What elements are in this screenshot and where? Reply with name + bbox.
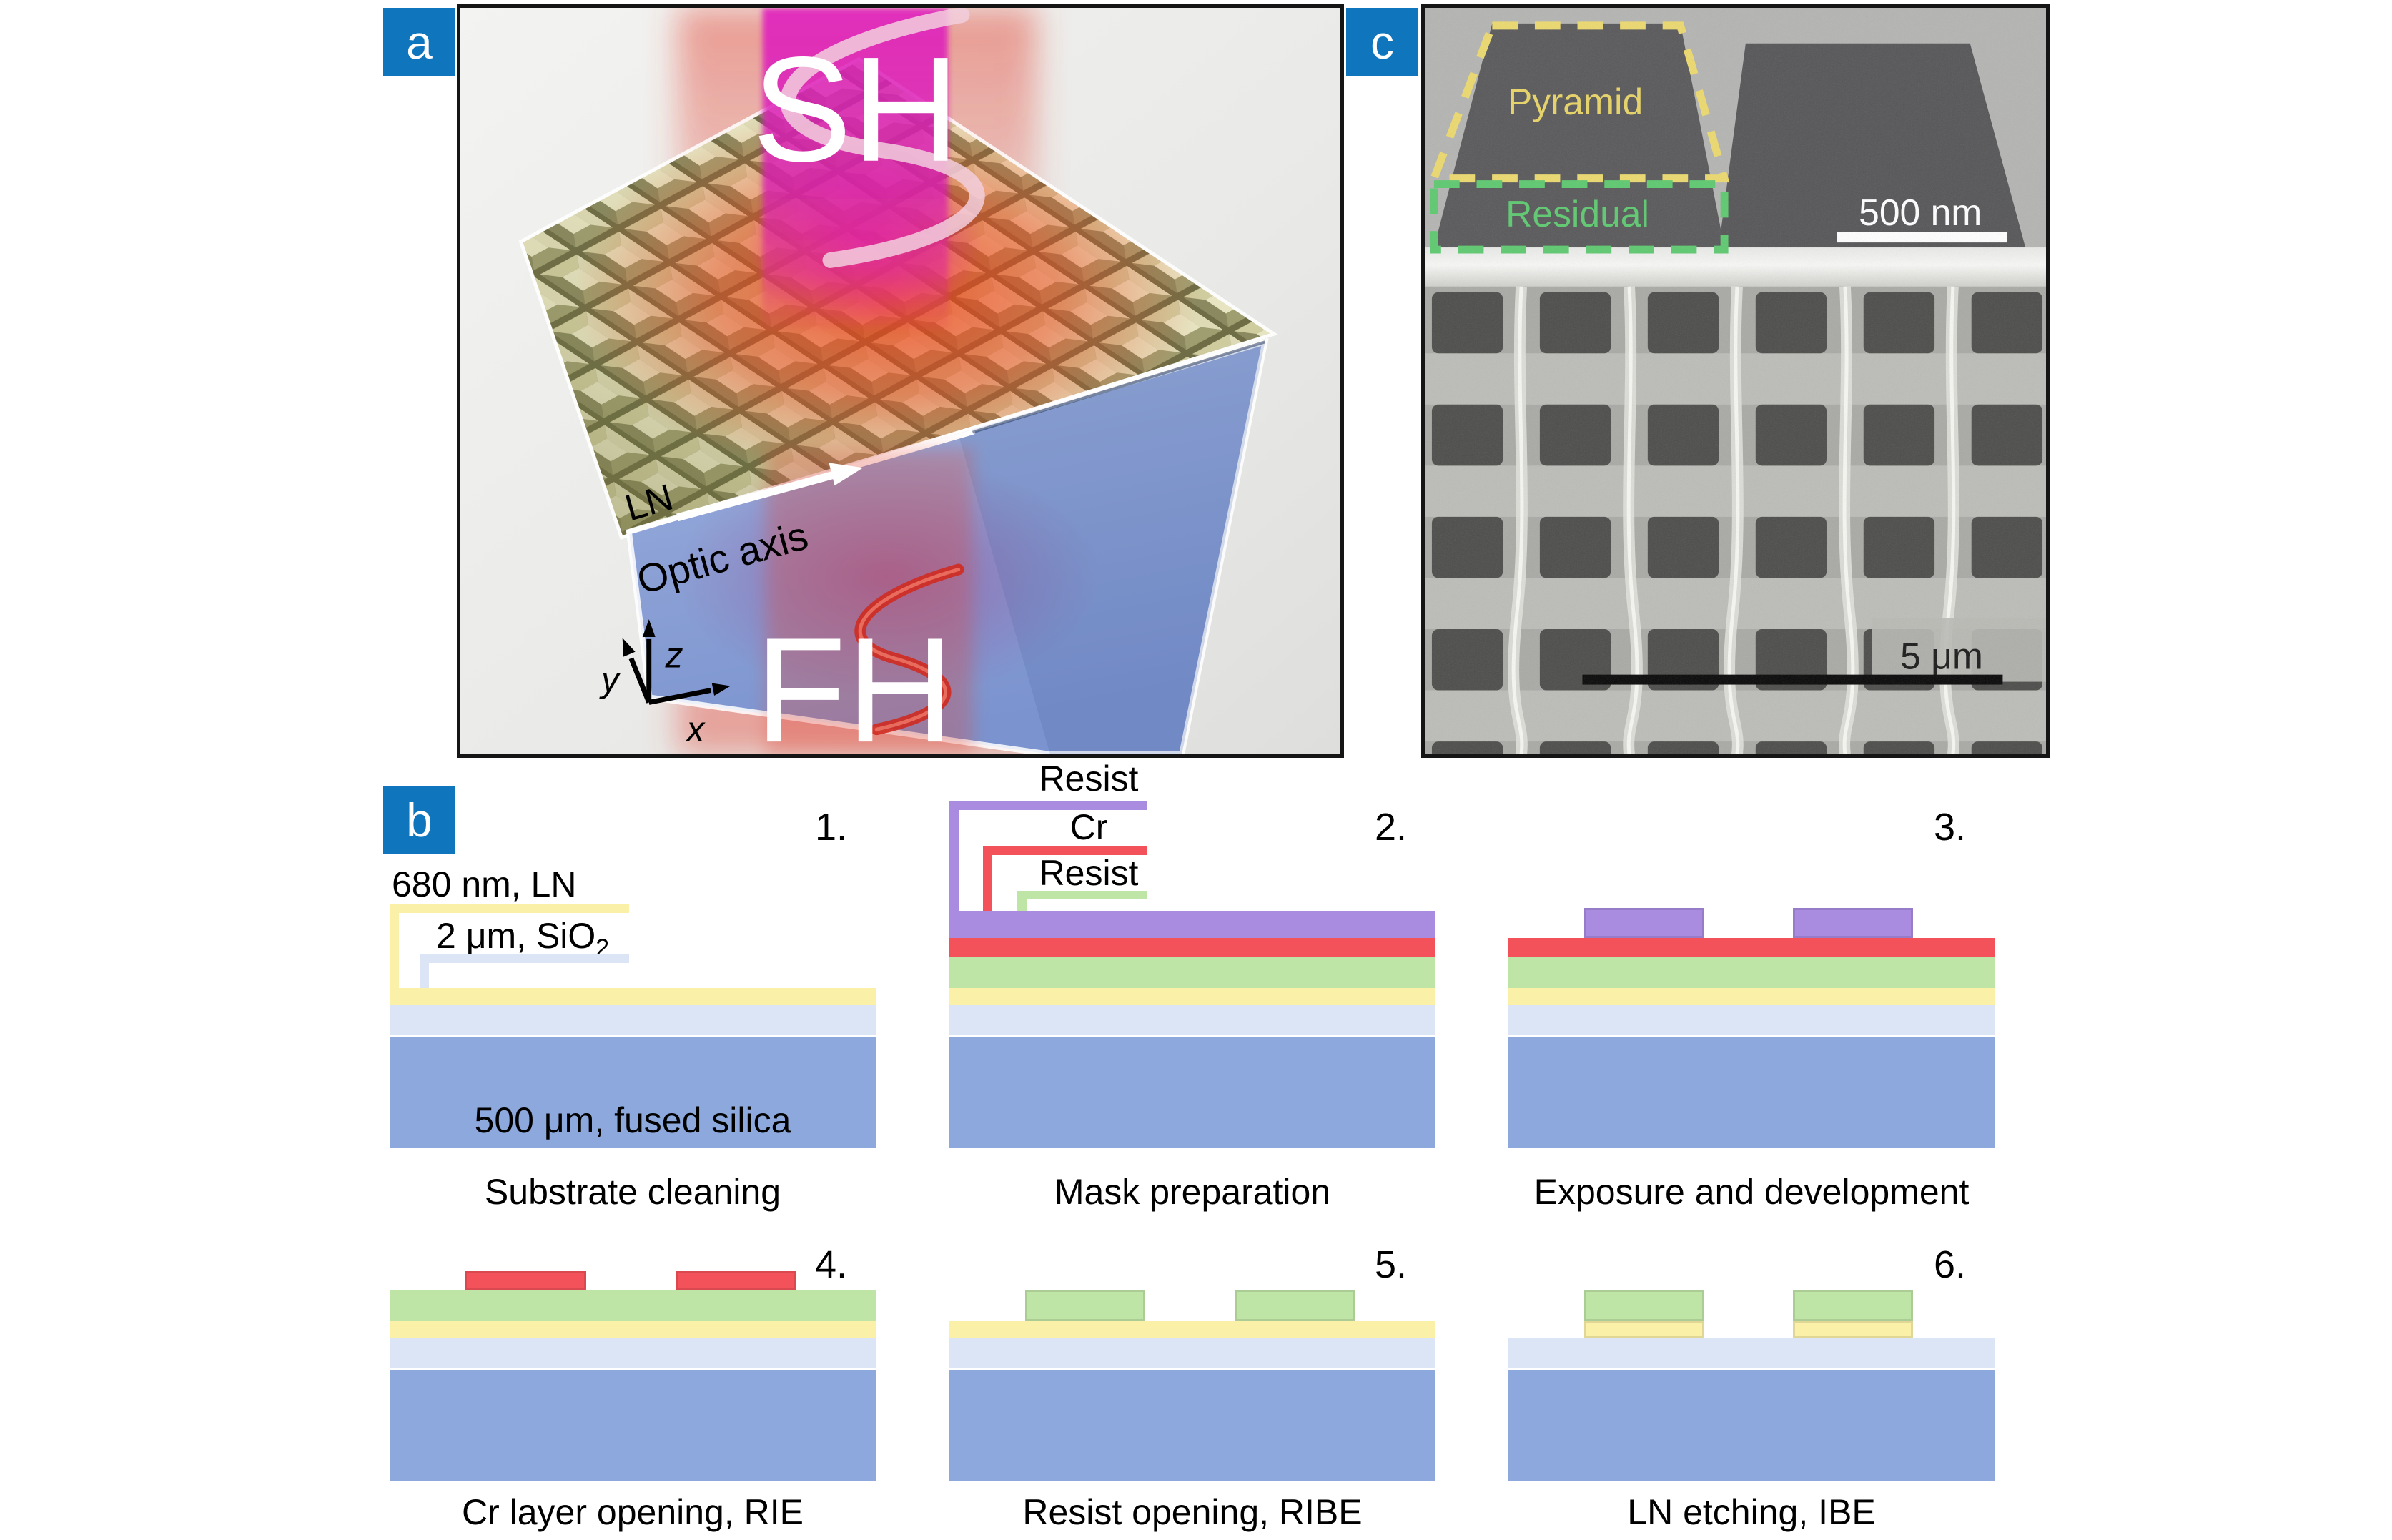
- sh-beam: [762, 8, 948, 330]
- step-caption: Resist opening, RIBE: [1022, 1492, 1363, 1532]
- fused-silica-layer: [1508, 1037, 1995, 1148]
- cr-block: [465, 1271, 586, 1290]
- resist-block: [1584, 908, 1704, 938]
- resist-bottom-callout-bar: [1017, 891, 1147, 899]
- ln-top-edge-shadow: [972, 340, 1266, 434]
- resist-block: [1584, 1290, 1704, 1321]
- sio2-layer: [1508, 1005, 1995, 1035]
- resist-bottom-layer: [390, 1290, 876, 1321]
- fused-silica-layer: [390, 1370, 876, 1481]
- ln-block: [1584, 1321, 1704, 1338]
- fused-silica-label: 500 μm, fused silica: [474, 1100, 791, 1140]
- resist-top-layer: [949, 911, 1435, 938]
- sem-micrograph: Pyramid Residual 500 nm: [1425, 8, 2046, 754]
- sio2-layer: [390, 1338, 876, 1368]
- step-number: 6.: [1933, 1243, 1966, 1286]
- step-caption: Mask preparation: [1054, 1172, 1331, 1212]
- cr-label: Cr: [1069, 807, 1108, 847]
- cr-layer: [949, 938, 1435, 957]
- fh-spiral-highlight: [859, 568, 961, 731]
- ln-layer: [949, 1321, 1435, 1338]
- step-number: 1.: [814, 806, 847, 849]
- panel-c-label: c: [1346, 8, 1418, 76]
- panel-b-label: b: [383, 786, 455, 854]
- ln-thickness-label: 680 nm, LN: [392, 864, 577, 904]
- fused-silica-layer: [949, 1370, 1435, 1481]
- ln-callout-bar: [390, 904, 629, 913]
- sio2-label-text: 2 μm, SiO: [436, 916, 596, 956]
- fh-label: FH: [755, 607, 954, 754]
- resist-top-callout-bar: [949, 801, 1147, 810]
- sio2-layer: [949, 1005, 1435, 1035]
- sio2-layer: [1508, 1338, 1995, 1368]
- sio2-layer: [390, 1005, 876, 1035]
- step-number: 5.: [1374, 1243, 1407, 1286]
- ln-callout-arm: [390, 909, 399, 994]
- ln-layer: [949, 988, 1435, 1005]
- fused-silica-layer: [949, 1037, 1435, 1148]
- step-caption: LN etching, IBE: [1627, 1492, 1876, 1532]
- step-caption: Substrate cleaning: [484, 1172, 781, 1212]
- step-caption: Exposure and development: [1533, 1172, 1970, 1212]
- step-number: 4.: [814, 1243, 847, 1286]
- metasurface-3d-render: LN Optic axis z y x SH FH: [460, 8, 1340, 754]
- panel-a-label: a: [383, 8, 455, 76]
- step-number: 2.: [1374, 806, 1407, 849]
- sem-grain-overlay: [1425, 8, 2046, 754]
- step-number: 3.: [1933, 806, 1966, 849]
- resist-bottom-layer: [1508, 957, 1995, 988]
- fused-silica-layer: [390, 1037, 876, 1148]
- resist-block: [1793, 1290, 1913, 1321]
- resist-bottom-layer: [949, 957, 1435, 988]
- panel-a-illustration: LN Optic axis z y x SH FH: [457, 4, 1344, 758]
- resist-block: [1025, 1290, 1145, 1321]
- step-caption: Cr layer opening, RIE: [461, 1492, 804, 1532]
- coordinate-axes-arrowheads: [622, 619, 731, 696]
- sh-spiral: [780, 8, 985, 268]
- resist-top-label: Resist: [1039, 759, 1139, 799]
- panel-c-sem-image: Pyramid Residual 500 nm: [1421, 4, 2050, 758]
- sh-label: SH: [752, 26, 959, 193]
- ln-layer: [1508, 988, 1995, 1005]
- cr-block: [676, 1271, 796, 1290]
- resist-block: [1235, 1290, 1355, 1321]
- axis-x-label: x: [685, 709, 706, 749]
- ln-layer: [390, 988, 876, 1005]
- ln-layer: [390, 1321, 876, 1338]
- coordinate-axes: [628, 638, 711, 705]
- cr-layer: [1508, 938, 1995, 957]
- resist-bottom-label: Resist: [1039, 853, 1139, 893]
- sio2-callout-bar: [420, 954, 629, 963]
- resist-top-callout-arm: [949, 806, 959, 914]
- axis-y-label: y: [599, 660, 621, 700]
- cr-callout-bar: [983, 846, 1147, 855]
- axis-z-label: z: [665, 636, 683, 676]
- resist-block: [1793, 908, 1913, 938]
- ln-block: [1793, 1321, 1913, 1338]
- sio2-layer: [949, 1338, 1435, 1368]
- sio2-thickness-label: 2 μm, SiO2: [436, 915, 609, 962]
- fused-silica-layer: [1508, 1370, 1995, 1481]
